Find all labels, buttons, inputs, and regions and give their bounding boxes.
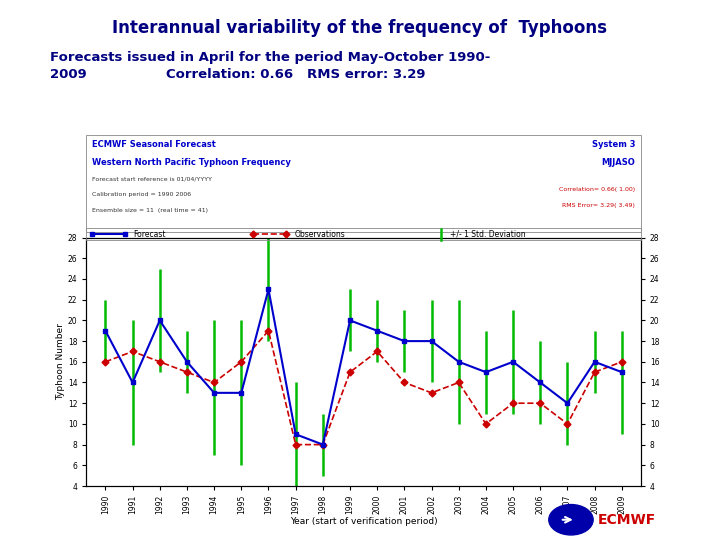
Text: ECMWF: ECMWF <box>598 513 656 526</box>
Text: Forecast: Forecast <box>133 230 166 239</box>
Text: 2009: 2009 <box>50 68 87 80</box>
Text: Correlation: 0.66   RMS error: 3.29: Correlation: 0.66 RMS error: 3.29 <box>166 68 425 80</box>
Text: MJJASO: MJJASO <box>601 158 635 167</box>
Text: Correlation= 0.66( 1.00): Correlation= 0.66( 1.00) <box>559 187 635 192</box>
Text: Forecasts issued in April for the period May-October 1990-: Forecasts issued in April for the period… <box>50 51 491 64</box>
Text: Observations: Observations <box>294 230 345 239</box>
Y-axis label: Typhoon Number: Typhoon Number <box>56 323 65 400</box>
Text: System 3: System 3 <box>592 140 635 149</box>
Text: Ensemble size = 11  (real time = 41): Ensemble size = 11 (real time = 41) <box>92 208 208 213</box>
X-axis label: Year (start of verification period): Year (start of verification period) <box>289 517 438 526</box>
Text: ECMWF Seasonal Forecast: ECMWF Seasonal Forecast <box>92 140 216 149</box>
Text: +/- 1 Std. Deviation: +/- 1 Std. Deviation <box>449 230 525 239</box>
Text: Calibration period = 1990 2006: Calibration period = 1990 2006 <box>92 192 191 197</box>
Text: Interannual variability of the frequency of  Typhoons: Interannual variability of the frequency… <box>112 19 608 37</box>
Ellipse shape <box>549 504 593 535</box>
Text: Forecast start reference is 01/04/YYYY: Forecast start reference is 01/04/YYYY <box>92 177 212 182</box>
Text: RMS Error= 3.29( 3.49): RMS Error= 3.29( 3.49) <box>562 203 635 208</box>
Text: Western North Pacific Typhoon Frequency: Western North Pacific Typhoon Frequency <box>92 158 291 167</box>
